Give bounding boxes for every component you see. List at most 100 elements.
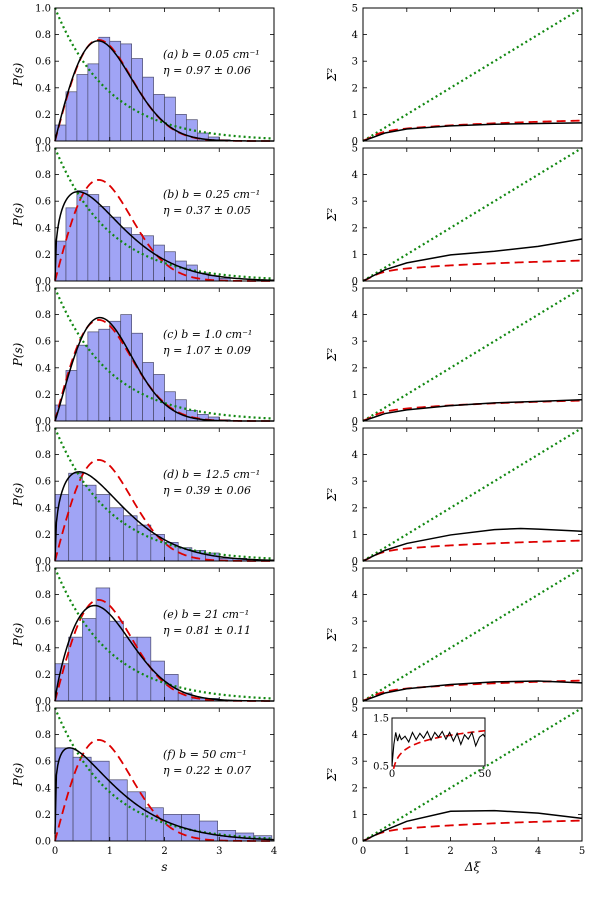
x-tick-label: 1 bbox=[404, 846, 410, 857]
y-tick-label: 0.6 bbox=[35, 57, 51, 68]
histogram-bar bbox=[98, 36, 111, 142]
right-axes-frame bbox=[362, 147, 583, 282]
histogram-bar bbox=[120, 43, 132, 142]
y-tick-label: 0 bbox=[352, 417, 358, 428]
x-axis-label: Δξ bbox=[464, 860, 482, 874]
y-tick-label: 1 bbox=[352, 110, 358, 121]
panel-label-eta: η = 0.39 ± 0.06 bbox=[163, 484, 251, 497]
fit-curve bbox=[54, 747, 275, 841]
histogram-bar bbox=[186, 410, 198, 422]
left-panel-3: 0.0 0.2 0.4 0.6 0.8 1.0 P(s) (d) b = 12.5 cm⁻¹ η… bbox=[11, 424, 275, 568]
panel-label-eta: η = 0.81 ± 0.11 bbox=[163, 624, 251, 637]
inset-data-curve bbox=[391, 730, 486, 767]
y-tick-label: 5 bbox=[352, 144, 358, 155]
y-tick-label: 0.0 bbox=[35, 277, 51, 288]
x-tick-label: 3 bbox=[491, 846, 497, 857]
y-tick-label: 0.4 bbox=[35, 503, 51, 514]
y-tick-label: 0.4 bbox=[35, 783, 51, 794]
inset-goe-curve bbox=[392, 729, 486, 770]
right-panel-2: 0 1 2 3 4 5 Σ² bbox=[325, 284, 583, 428]
fit-curve bbox=[54, 471, 275, 562]
y-tick-label: 0 bbox=[352, 557, 358, 568]
right-axes-frame bbox=[362, 7, 583, 142]
y-tick-label: 0.6 bbox=[35, 477, 51, 488]
histogram-bar bbox=[120, 314, 132, 422]
left-panel-5: 0.0 0.2 0.4 0.6 0.8 1.0 0 1 2 3 4 P(s) (f) b = 50 cm… bbox=[11, 704, 277, 875]
y-tick-label: 5 bbox=[352, 424, 358, 435]
histogram-bar bbox=[163, 814, 182, 842]
data-sigma2-curve bbox=[362, 122, 583, 142]
y-tick-label: 0.0 bbox=[35, 137, 51, 148]
y-tick-label: 4 bbox=[352, 730, 358, 741]
y-axis-label: Σ² bbox=[325, 628, 339, 642]
panel-label-b: (b) b = 0.25 cm⁻¹ bbox=[163, 188, 260, 201]
y-axis-label: P(s) bbox=[11, 62, 25, 87]
fit-curve bbox=[54, 190, 275, 282]
inset-frame bbox=[391, 717, 486, 767]
histogram-bar bbox=[54, 747, 74, 842]
histogram-bar bbox=[164, 96, 176, 142]
panel-label-b: (f) b = 50 cm⁻¹ bbox=[163, 748, 247, 761]
right-axes-frame bbox=[362, 567, 583, 702]
panel-label-b: (d) b = 12.5 cm⁻¹ bbox=[163, 468, 260, 481]
y-tick-label: 0 bbox=[352, 277, 358, 288]
histogram-bar bbox=[98, 206, 111, 282]
histogram-bar bbox=[54, 494, 70, 562]
inset-x-tick-label: 50 bbox=[479, 769, 492, 780]
x-tick-label: 4 bbox=[271, 846, 277, 857]
histogram-bar bbox=[175, 260, 187, 282]
y-tick-label: 5 bbox=[352, 284, 358, 295]
y-tick-label: 0.2 bbox=[35, 250, 51, 261]
y-tick-label: 1.0 bbox=[35, 424, 51, 435]
histogram-bar bbox=[65, 207, 78, 282]
y-tick-label: 0.4 bbox=[35, 223, 51, 234]
panel-label-eta: η = 0.22 ± 0.07 bbox=[163, 764, 251, 777]
y-tick-label: 0.4 bbox=[35, 83, 51, 94]
x-axis-label: s bbox=[161, 860, 167, 874]
y-tick-label: 0.8 bbox=[35, 170, 51, 181]
right-axes-frame bbox=[362, 707, 583, 842]
y-tick-label: 0.0 bbox=[35, 697, 51, 708]
y-tick-label: 1.0 bbox=[35, 564, 51, 575]
y-tick-label: 1 bbox=[352, 250, 358, 261]
y-tick-label: 2 bbox=[352, 783, 358, 794]
histogram-bar bbox=[82, 484, 97, 562]
left-panel-0: 0.0 0.2 0.4 0.6 0.8 1.0 P(s) (a) b = 0.05 cm⁻¹ η… bbox=[11, 4, 275, 148]
left-panel-4: 0.0 0.2 0.4 0.6 0.8 1.0 P(s) (e) b = 21 cm⁻¹ η =… bbox=[11, 564, 275, 708]
y-tick-label: 0.0 bbox=[35, 557, 51, 568]
histogram-bar bbox=[90, 760, 110, 842]
right-panel-4: 0 1 2 3 4 5 Σ² bbox=[325, 564, 583, 708]
y-axis-label: Σ² bbox=[325, 208, 339, 222]
y-tick-label: 4 bbox=[352, 170, 358, 181]
y-tick-label: 0.0 bbox=[35, 417, 51, 428]
histogram-bar bbox=[175, 399, 187, 422]
y-tick-label: 1.0 bbox=[35, 4, 51, 15]
x-tick-label: 2 bbox=[447, 846, 453, 857]
y-tick-label: 0.8 bbox=[35, 730, 51, 741]
panel-label-b: (a) b = 0.05 cm⁻¹ bbox=[163, 48, 260, 61]
panel-label-b: (e) b = 21 cm⁻¹ bbox=[163, 608, 249, 621]
histogram-bar bbox=[109, 216, 122, 282]
y-tick-label: 2 bbox=[352, 643, 358, 654]
left-panel-2: 0.0 0.2 0.4 0.6 0.8 1.0 P(s) (c) b = 1.0 cm⁻¹ η … bbox=[11, 284, 275, 428]
x-tick-label: 0 bbox=[52, 846, 58, 857]
data-sigma2-curve bbox=[362, 238, 583, 282]
y-tick-label: 0 bbox=[352, 837, 358, 848]
y-tick-label: 0.2 bbox=[35, 810, 51, 821]
y-tick-label: 4 bbox=[352, 30, 358, 41]
histogram-bar bbox=[199, 820, 218, 842]
y-tick-label: 1 bbox=[352, 530, 358, 541]
y-tick-label: 0.6 bbox=[35, 617, 51, 628]
y-tick-label: 5 bbox=[352, 4, 358, 15]
y-tick-label: 5 bbox=[352, 704, 358, 715]
y-tick-label: 0.8 bbox=[35, 30, 51, 41]
x-tick-label: 2 bbox=[161, 846, 167, 857]
y-axis-label: Σ² bbox=[325, 348, 339, 362]
y-tick-label: 1.0 bbox=[35, 284, 51, 295]
right-axes-frame bbox=[362, 427, 583, 562]
goe-sigma2-curve bbox=[362, 119, 583, 142]
y-axis-label: P(s) bbox=[11, 762, 25, 787]
data-sigma2-curve bbox=[362, 398, 583, 422]
y-tick-label: 0.8 bbox=[35, 590, 51, 601]
